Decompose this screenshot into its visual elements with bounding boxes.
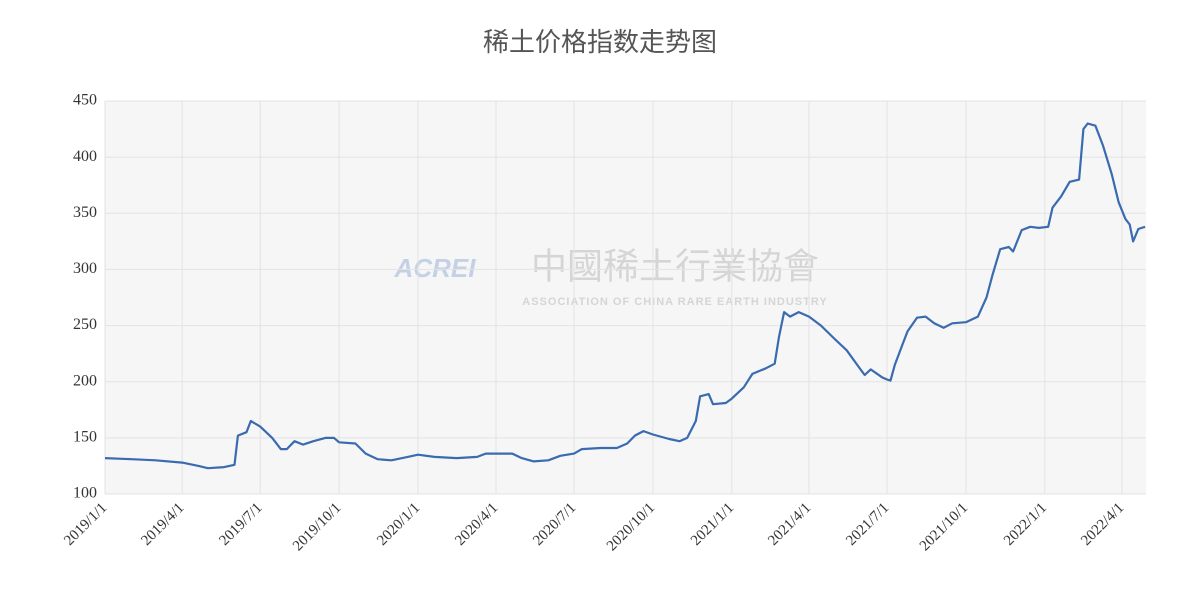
x-tick-label: 2020/1/1 <box>374 500 423 549</box>
watermark-subtitle: ASSOCIATION OF CHINA RARE EARTH INDUSTRY <box>522 296 827 308</box>
y-tick-label: 150 <box>73 429 97 446</box>
watermark-logo: ACREI <box>394 253 477 283</box>
y-tick-label: 100 <box>73 485 97 502</box>
x-tick-label: 2021/4/1 <box>765 500 814 549</box>
x-tick-label: 2021/10/1 <box>917 500 971 554</box>
x-tick-label: 2020/4/1 <box>452 500 501 549</box>
x-tick-label: 2020/7/1 <box>530 500 579 549</box>
x-tick-label: 2021/7/1 <box>843 500 892 549</box>
watermark: ACREI 中國稀土行業協會 ASSOCIATION OF CHINA RARE… <box>394 246 827 308</box>
line <box>104 122 1146 470</box>
y-tick-label: 400 <box>73 148 97 165</box>
y-tick-label: 200 <box>73 372 97 389</box>
y-tick-label: 350 <box>73 204 97 221</box>
x-tick-label: 2022/1/1 <box>1001 500 1050 549</box>
x-tick-label: 2019/1/1 <box>61 500 110 549</box>
plot-area <box>105 101 1146 494</box>
y-tick-label: 450 <box>73 92 97 109</box>
x-tick-label: 2020/10/1 <box>604 500 658 554</box>
x-tick-label: 2022/4/1 <box>1078 500 1127 549</box>
x-tick-label: 2021/1/1 <box>688 500 737 549</box>
watermark-name: 中國稀土行業協會 <box>531 246 819 286</box>
y-tick-label: 300 <box>73 260 97 277</box>
x-tick-label: 2019/4/1 <box>138 500 187 549</box>
chart-title: 稀土价格指数走势图 <box>483 28 717 57</box>
y-tick-label: 250 <box>73 316 97 333</box>
x-tick-label: 2019/7/1 <box>216 500 265 549</box>
x-tick-label: 2019/10/1 <box>290 500 344 554</box>
grid <box>104 100 1146 495</box>
